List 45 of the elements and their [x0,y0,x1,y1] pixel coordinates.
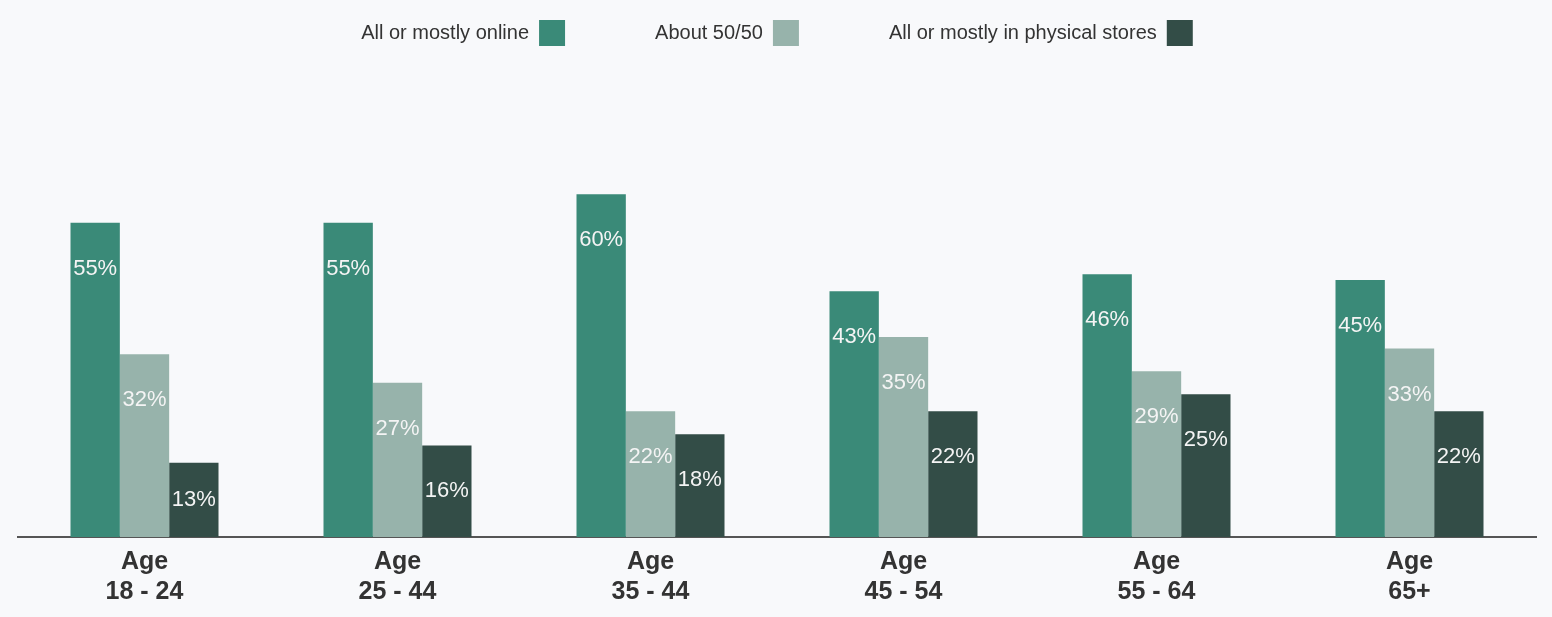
data-label: 27% [375,414,420,440]
data-label: 22% [628,443,673,469]
bar [1434,411,1484,537]
x-tick-label: Age 25 - 44 [358,545,437,604]
bar [1082,274,1132,537]
bar [576,194,626,537]
data-label: 60% [579,226,624,252]
data-label: 35% [881,369,926,395]
bar [1131,371,1182,537]
data-label: 25% [1183,426,1228,452]
bar [1181,394,1231,537]
data-label: 18% [677,466,722,492]
bar [372,382,423,537]
legend-label: All or mostly online [361,20,530,43]
bar [829,291,879,537]
data-label: 22% [1436,443,1481,469]
bar [1384,348,1435,537]
bar [675,434,725,537]
data-label: 33% [1387,380,1432,406]
bar [70,222,120,537]
data-label: 32% [122,386,167,412]
data-label: 22% [930,443,975,469]
bar [1335,279,1385,537]
bar [323,222,373,537]
x-tick-label: Age 45 - 54 [864,545,943,604]
data-label: 43% [832,323,877,349]
bar [625,411,676,537]
x-tick-label: Age 55 - 64 [1117,545,1196,604]
legend-label: All or mostly in physical stores [888,20,1157,43]
legend-label: About 50/50 [655,20,763,43]
data-label: 16% [424,477,469,503]
x-tick-label: Age 18 - 24 [105,545,184,604]
data-label: 45% [1338,312,1383,337]
x-tick-label: Age 65+ [1385,545,1434,604]
data-label: 29% [1134,403,1179,429]
bar [422,445,472,537]
data-label: 55% [73,254,118,280]
bar [928,411,978,537]
data-label: 13% [171,485,216,511]
x-tick-label: Age 35 - 44 [611,545,690,604]
data-label: 46% [1085,306,1130,332]
bar [119,354,170,537]
data-label: 55% [326,254,371,280]
bar [169,462,219,537]
bar [878,337,929,537]
